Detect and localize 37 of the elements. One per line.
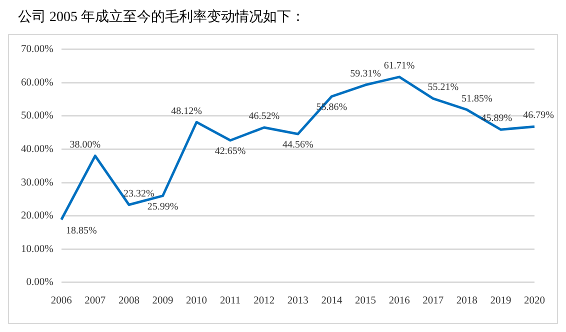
x-tick-label: 2012 xyxy=(254,295,275,306)
data-label: 61.71% xyxy=(384,60,415,72)
data-label: 23.32% xyxy=(124,188,154,200)
data-label: 55.21% xyxy=(428,82,459,94)
data-label: 46.52% xyxy=(248,111,280,122)
data-label: 18.85% xyxy=(66,225,97,236)
chart-title: 公司 2005 年成立至今的毛利率变动情况如下： xyxy=(18,8,306,26)
y-tick-label: 70.00% xyxy=(20,44,54,56)
data-label: 59.31% xyxy=(350,68,381,80)
x-tick-label: 2011 xyxy=(220,295,241,306)
y-tick-label: 50.00% xyxy=(20,110,54,122)
data-label: 44.56% xyxy=(282,140,314,151)
x-tick-label: 2018 xyxy=(456,295,478,306)
x-tick-label: 2016 xyxy=(388,295,410,306)
data-label: 38.00% xyxy=(70,139,101,150)
x-tick-label: 2020 xyxy=(524,295,545,306)
x-tick-label: 2017 xyxy=(422,295,444,306)
y-tick-label: 20.00% xyxy=(20,210,54,222)
y-tick-label: 10.00% xyxy=(20,244,54,255)
x-tick-label: 2015 xyxy=(355,295,376,306)
x-tick-label: 2007 xyxy=(84,295,106,306)
x-tick-label: 2006 xyxy=(50,295,72,306)
x-tick-label: 2009 xyxy=(152,295,174,306)
x-tick-label: 2019 xyxy=(490,295,512,306)
x-tick-label: 2010 xyxy=(186,295,208,306)
data-label: 48.12% xyxy=(171,106,202,117)
x-tick-label: 2014 xyxy=(321,295,343,306)
y-tick-label: 30.00% xyxy=(20,177,54,188)
y-tick-label: 60.00% xyxy=(20,77,54,88)
data-label: 42.65% xyxy=(214,146,246,157)
data-label: 25.99% xyxy=(147,201,178,212)
x-tick-label: 2013 xyxy=(287,295,308,306)
data-label: 51.85% xyxy=(461,93,492,104)
y-tick-label: 40.00% xyxy=(20,144,54,155)
x-tick-label: 2008 xyxy=(118,295,140,306)
data-label: 46.79% xyxy=(523,110,554,122)
y-tick-label: 0.00% xyxy=(26,277,54,288)
